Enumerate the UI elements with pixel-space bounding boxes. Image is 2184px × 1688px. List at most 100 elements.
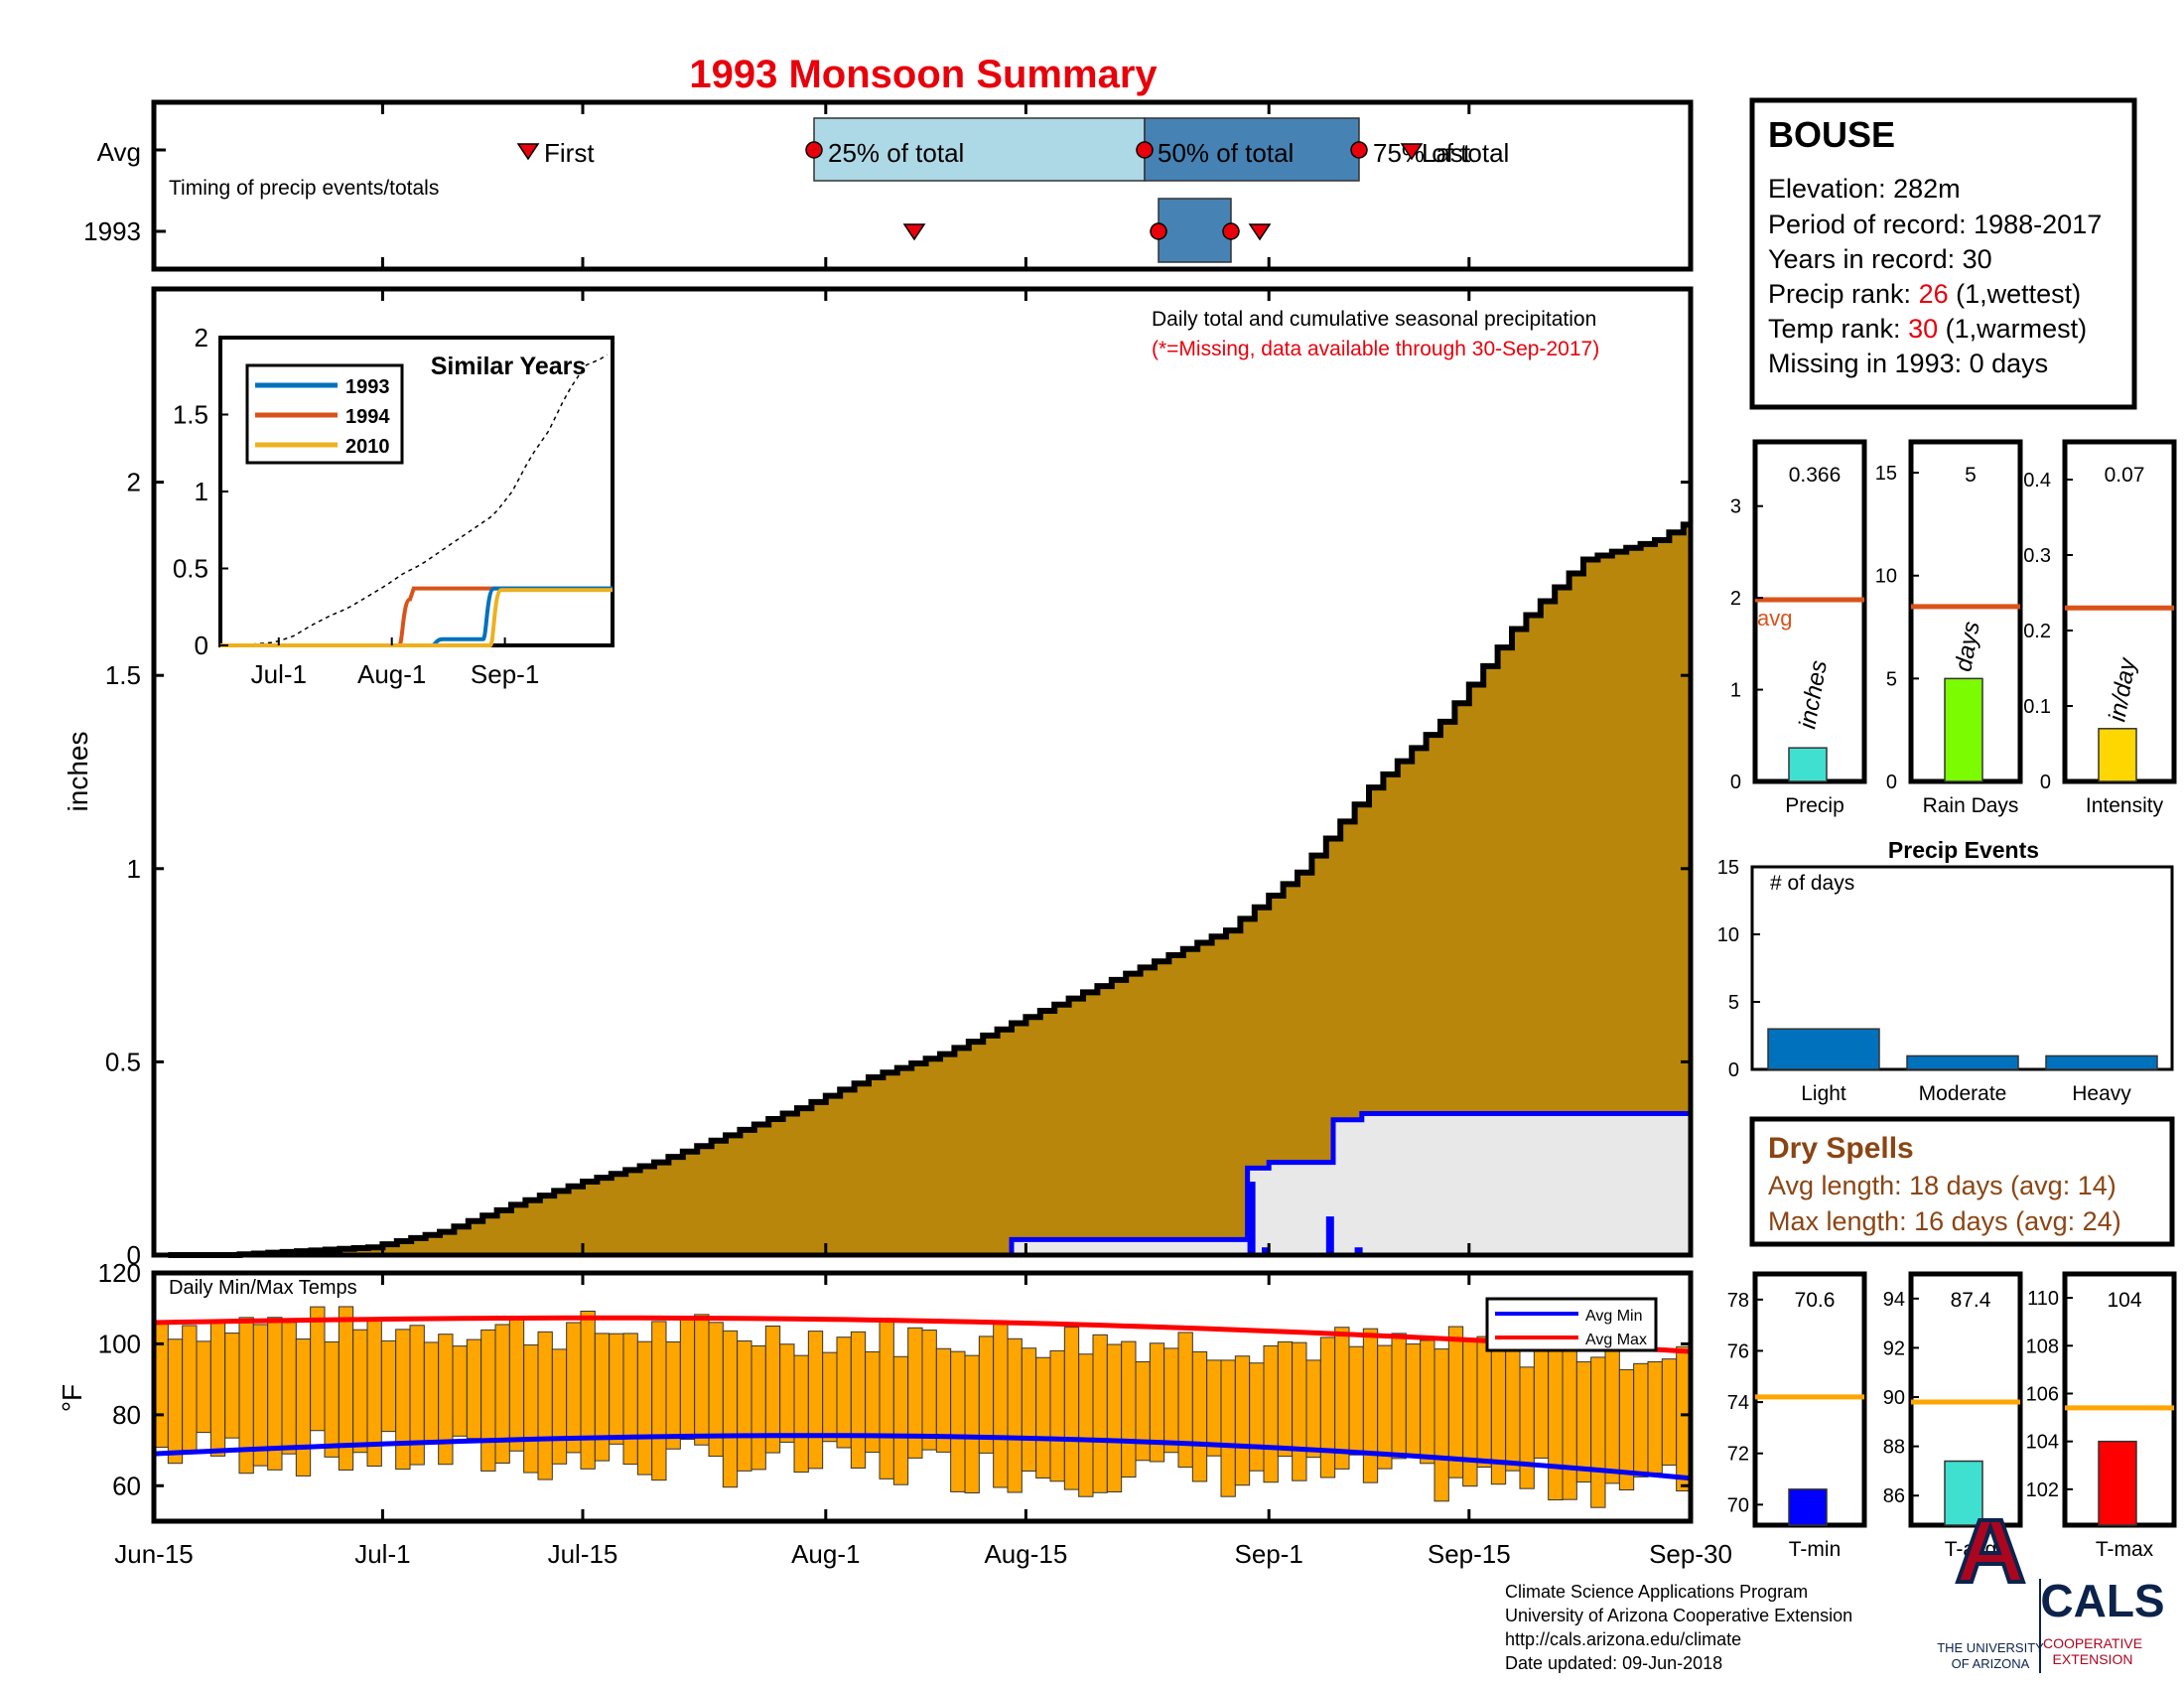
cumulative-1993-area	[1012, 1113, 1691, 1255]
temp-ytick-label: 120	[98, 1258, 141, 1288]
daily-precip-bar	[1354, 1247, 1363, 1255]
daily-temp-bar	[324, 1340, 340, 1458]
temp-ylabel: °F	[57, 1384, 87, 1412]
mini-ytick-label: 1	[1730, 680, 1741, 702]
daily-temp-bar	[196, 1340, 211, 1434]
mini-value-intensity: 0.07	[2105, 464, 2145, 487]
cumulative-avg-area	[154, 524, 1691, 1255]
temp-mini-label-tmax: T-max	[2096, 1538, 2154, 1561]
daily-temp-bar	[879, 1319, 894, 1479]
temp-mini-ytick-label: 92	[1883, 1337, 1905, 1359]
inset-y-axis: 0 0.5 1 1.5 2	[173, 323, 228, 660]
avg-min-line	[153, 1433, 1692, 1481]
dry-max: Max length: 16 days (avg: 24)	[1768, 1206, 2121, 1236]
daily-temp-bar	[1263, 1344, 1279, 1483]
timing-1993-25-marker	[1150, 222, 1167, 240]
daily-temp-bar	[1191, 1350, 1208, 1482]
temp-mini-frame-tmax	[2062, 1271, 2177, 1528]
daily-temp-bar	[1021, 1347, 1037, 1473]
temp-mini-ytick-label: 88	[1883, 1437, 1905, 1459]
block-a-logo	[1955, 1518, 2026, 1584]
inset-ytick-label: 2	[195, 323, 208, 352]
date-tick-label: Jul-15	[548, 1539, 618, 1569]
timing-avg-75-marker	[1350, 141, 1368, 159]
daily-temp-bar	[1035, 1356, 1051, 1478]
temp-mini-frame-tmin	[1752, 1271, 1867, 1528]
daily-temp-bar	[694, 1314, 710, 1446]
events-xtick-label: Light	[1801, 1082, 1846, 1105]
daily-precip-bars	[1247, 1182, 1363, 1255]
daily-temp-bar	[1121, 1340, 1137, 1478]
mini-bar-raindays	[1944, 677, 1983, 782]
events-bar	[1906, 1055, 2019, 1070]
inset-legend-2010: 2010	[345, 436, 390, 458]
temp-mini-ytick-label: 70	[1727, 1494, 1749, 1516]
daily-temp-bar	[722, 1330, 739, 1488]
main-ytick-label: 1	[127, 854, 141, 884]
temp-ytick-label: 100	[98, 1329, 141, 1358]
temp-mini-value-tavg: 87.4	[1951, 1289, 1991, 1312]
cumulative-avg-line	[168, 521, 1691, 1258]
university-logo: THE UNIVERSITY OF ARIZONA CALS COOPERATI…	[1937, 1518, 2165, 1673]
temperature-panel: 60 80 100 120 Daily Min/Max Temps °F Avg Mi…	[57, 1258, 1694, 1524]
daily-temp-bar	[1007, 1337, 1023, 1493]
timing-avg-50-marker	[1136, 141, 1154, 159]
daily-temp-bar	[1533, 1348, 1550, 1459]
daily-temp-bar	[537, 1331, 553, 1480]
daily-temp-bar	[1177, 1332, 1193, 1469]
timing-row-avg: Avg	[97, 137, 141, 167]
daily-temp-bar	[580, 1311, 596, 1470]
daily-temp-bar	[1092, 1334, 1108, 1493]
mini-ytick-label: 0.1	[2023, 696, 2051, 718]
cals-logo: CALS	[2040, 1575, 2164, 1626]
mini-ytick-label: 0	[1730, 772, 1741, 793]
similar-years-inset: 00.511.52 Jul-1 Aug-1 Sep-1 Similar Years …	[173, 323, 614, 689]
timing-label-50: 50% of total	[1158, 138, 1294, 168]
station-elevation: Elevation: 282m	[1768, 174, 1961, 204]
inset-xtick-label: Aug-1	[357, 659, 426, 689]
mini-ytick-label: 0	[2040, 772, 2051, 793]
temp-mini-ytick-label: 106	[2026, 1383, 2059, 1405]
daily-temp-bar	[1063, 1327, 1080, 1490]
daily-temp-bars	[153, 1306, 1692, 1508]
daily-temp-bar	[1391, 1333, 1407, 1460]
daily-temp-bar	[793, 1354, 809, 1474]
temp-ytick-label: 80	[112, 1400, 141, 1430]
daily-temp-bar	[438, 1334, 454, 1466]
daily-temp-bar	[1305, 1359, 1321, 1459]
daily-temp-bar	[352, 1329, 368, 1454]
date-axis: Jun-15 Jul-1 Jul-15 Aug-1 Aug-15 Sep-1 Sep-15 S…	[114, 1539, 1732, 1569]
events-bar	[1767, 1028, 1880, 1070]
events-ytick-label: 10	[1717, 924, 1739, 946]
daily-temp-bar	[1220, 1359, 1236, 1497]
daily-temp-bar	[822, 1351, 838, 1443]
timing-1993-box	[1158, 198, 1232, 263]
daily-temp-bar	[295, 1338, 312, 1477]
daily-temp-bar	[1519, 1366, 1535, 1489]
events-ytick-label: 0	[1728, 1059, 1739, 1081]
station-info-box: BOUSE Elevation: 282m Period of record: …	[1749, 97, 2137, 410]
timing-panel: Avg 1993 Timing of precip events/totals …	[83, 99, 1694, 272]
daily-precip-bar	[1325, 1216, 1334, 1255]
temp-ytick-label: 60	[112, 1471, 141, 1500]
daily-temp-bar	[751, 1344, 766, 1471]
daily-temp-bar	[993, 1323, 1009, 1488]
daily-temp-bar	[1647, 1360, 1663, 1475]
temp-mini-ytick-label: 90	[1883, 1387, 1905, 1409]
timing-1993-first-marker	[902, 223, 926, 241]
daily-temp-bar	[1292, 1341, 1307, 1481]
station-missing: Missing in 1993: 0 days	[1768, 349, 2048, 378]
inset-xtick-label: Jul-1	[251, 659, 307, 689]
daily-temp-bar	[1420, 1339, 1435, 1465]
main-ytick-label: 1.5	[105, 660, 141, 690]
mini-ytick-label: 3	[1730, 496, 1741, 518]
temp-mini-ytick-label: 110	[2027, 1288, 2059, 1310]
events-title: Precip Events	[1888, 837, 2039, 863]
main-ytick-label: 2	[127, 468, 141, 497]
daily-temp-bar	[1462, 1339, 1478, 1487]
temp-mini-ytick-label: 72	[1727, 1444, 1749, 1466]
daily-temp-bar	[1319, 1336, 1336, 1478]
station-temp-rank: Temp rank: 30 (1,warmest)	[1768, 314, 2087, 344]
temp-y-axis: 60 80 100 120	[98, 1258, 1691, 1500]
